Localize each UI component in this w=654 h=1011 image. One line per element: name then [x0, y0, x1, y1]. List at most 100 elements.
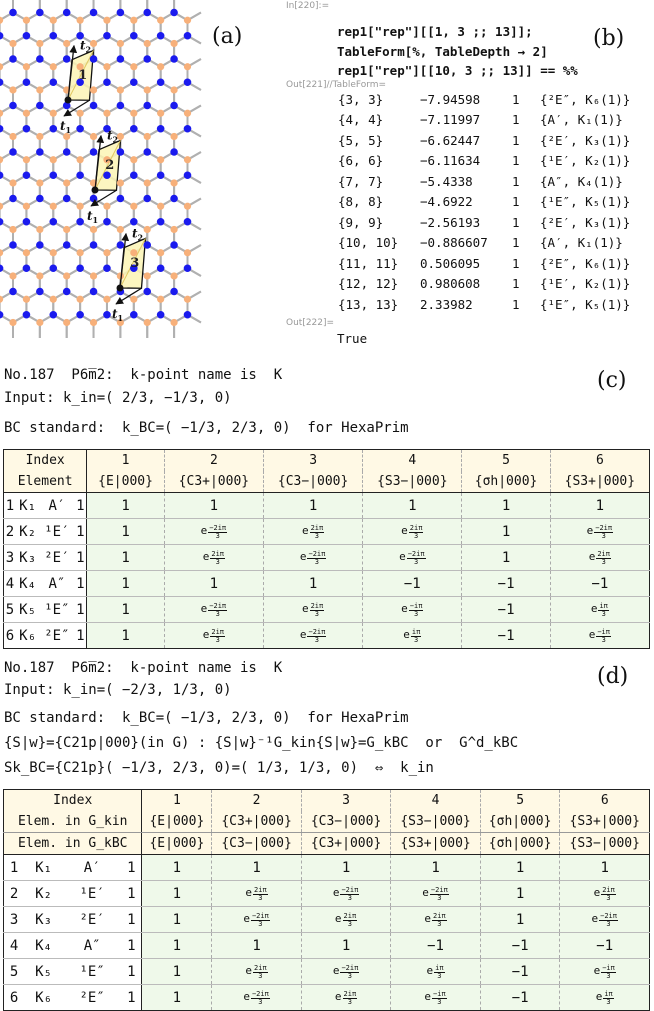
orange-lattice-site	[143, 86, 151, 94]
blue-lattice-site	[62, 287, 71, 296]
d-table-row: 5 K₅ ¹E″ 1 1 e 2iπ 3 e −2iπ 3 e iπ 3 −1 e −iπ 3	[3, 958, 650, 985]
output-irrep: {¹E″, K₅(1)}	[540, 296, 631, 312]
orange-lattice-site	[63, 39, 71, 48]
blue-lattice-site	[116, 194, 125, 203]
orange-lattice-site	[0, 63, 4, 71]
blue-lattice-site	[49, 217, 58, 226]
d-row-number: 5	[3, 958, 25, 985]
c-table-row: 5 K₅ ¹E″ 1 1 e −2iπ 3 e 2iπ 3 e −iπ 3 −1 e iπ 3	[3, 596, 650, 623]
output-index: {13, 13}	[338, 296, 399, 312]
output-degeneracy: 1	[512, 91, 520, 107]
c-character-value: −1	[362, 570, 462, 597]
blue-lattice-site	[89, 148, 98, 156]
output-row: {12, 12} 0.980608 1 {¹E′, K₂(1)}	[338, 274, 654, 295]
d-character-value: 1	[390, 854, 481, 881]
d-dimension: 1	[121, 854, 143, 881]
orange-lattice-site	[116, 132, 124, 141]
c-col-elem: {C3+|000}	[163, 471, 264, 493]
panel-label-b: (b)	[593, 26, 625, 51]
c-character-value: e 2iπ 3	[362, 518, 462, 545]
blue-lattice-site	[76, 124, 84, 133]
orange-lattice-site	[103, 16, 111, 24]
blue-lattice-site	[89, 8, 98, 17]
orange-lattice-site	[143, 179, 151, 187]
c-table-row: 4 K₄ A″ 1 1 1 1 −1 −1 −1	[3, 570, 650, 597]
blue-lattice-site	[22, 171, 31, 180]
c-character-value: −1	[461, 570, 551, 597]
orange-lattice-site	[89, 225, 98, 234]
orange-lattice-site	[36, 179, 44, 187]
output-degeneracy: 1	[512, 173, 520, 189]
blue-lattice-site	[22, 217, 31, 226]
c-col-num: 4	[362, 449, 462, 471]
c-character-value: 1	[86, 518, 165, 545]
d-col-elem-kin: {C3+|000}	[211, 811, 302, 833]
d-k-label: K₄	[24, 932, 63, 959]
output-row: {4, 4} −7.11997 1 {A′, K₁(1)}	[338, 110, 654, 131]
c-col-num: 6	[549, 449, 650, 471]
t2-label: t2	[132, 227, 143, 243]
d-table-row: 2 K₂ ¹E′ 1 1 e 2iπ 3 e −2iπ 3 e −2iπ 3 1 e 2iπ 3	[3, 880, 650, 907]
t1-label: t1	[87, 209, 98, 225]
c-col-elem: {S3+|000}	[549, 471, 650, 493]
c-character-value: e −2iπ 3	[362, 544, 462, 571]
orange-lattice-site	[143, 39, 151, 48]
d-row-number: 4	[3, 932, 25, 959]
output-row: {5, 5} −6.62447 1 {²E′, K₃(1)}	[338, 130, 654, 151]
orange-lattice-site	[49, 249, 57, 257]
output-eigenvalue: −5.4338	[420, 173, 473, 189]
output-degeneracy: 1	[512, 255, 520, 271]
d-row-number: 2	[3, 880, 25, 907]
blue-lattice-site	[183, 171, 192, 180]
panel-label-d: (d)	[597, 664, 629, 689]
output-index: {4, 4}	[338, 112, 384, 128]
orange-lattice-site	[143, 225, 151, 234]
blue-lattice-site	[170, 241, 178, 249]
orange-lattice-site	[89, 39, 98, 48]
d-col-elem-kbc: {S3−|000}	[559, 832, 650, 855]
d-character-value: 1	[300, 854, 391, 881]
blue-lattice-site	[62, 148, 71, 156]
orange-lattice-site	[116, 225, 124, 234]
orange-lattice-site	[170, 39, 178, 48]
d-col-elem-kin: {E|000}	[141, 811, 212, 833]
blue-lattice-site	[170, 148, 178, 156]
d-col-num: 6	[559, 789, 650, 811]
d-k-label: K₅	[24, 958, 63, 985]
blue-lattice-site	[36, 148, 44, 156]
d-character-value: 1	[141, 958, 212, 985]
orange-lattice-site	[116, 179, 124, 187]
blue-lattice-site	[103, 124, 111, 133]
d-col-num: 4	[390, 789, 481, 811]
d-header-elem-kin: Elem. in G_kin	[3, 811, 143, 833]
d-character-value: e iπ 3	[390, 958, 481, 985]
orange-lattice-site	[183, 156, 192, 164]
c-character-value: −1	[461, 622, 551, 649]
code-line-1: rep1["rep"][[1, 3 ;; 13]];	[337, 24, 533, 39]
orange-lattice-site	[170, 318, 178, 327]
orange-lattice-site	[63, 225, 71, 234]
c-col-num: 2	[163, 449, 264, 471]
t2-label: t2	[80, 39, 91, 55]
d-bc-standard-line: BC standard: k_BC=( −1/3, 2/3, 0) for He…	[4, 710, 409, 726]
blue-lattice-site	[130, 78, 138, 87]
d-k-label: K₃	[24, 906, 63, 933]
blue-lattice-site	[130, 310, 138, 319]
output-table: {3, 3} −7.94598 1 {²E″, K₆(1)} {4, 4} −7.1199…	[338, 89, 654, 315]
blue-lattice-site	[116, 148, 125, 156]
blue-lattice-site	[183, 217, 192, 226]
blue-lattice-site	[130, 124, 138, 133]
blue-lattice-site	[156, 31, 165, 40]
blue-lattice-site	[62, 101, 71, 110]
panel-label-a: (a)	[212, 24, 243, 49]
blue-lattice-site	[62, 8, 71, 17]
c-character-value: −1	[549, 570, 650, 597]
orange-lattice-site	[36, 132, 44, 141]
blue-lattice-site	[89, 101, 98, 110]
c-table-row: 6 K₆ ²E″ 1 1 e 2iπ 3 e −2iπ 3 e iπ 3 −1 e −iπ 3	[3, 622, 650, 649]
d-character-value: 1	[141, 854, 212, 881]
output-result: True	[337, 331, 368, 346]
d-character-value: e 2iπ 3	[300, 984, 391, 1011]
d-character-value: −1	[479, 958, 560, 985]
unit-cell-number: 2	[105, 158, 114, 173]
